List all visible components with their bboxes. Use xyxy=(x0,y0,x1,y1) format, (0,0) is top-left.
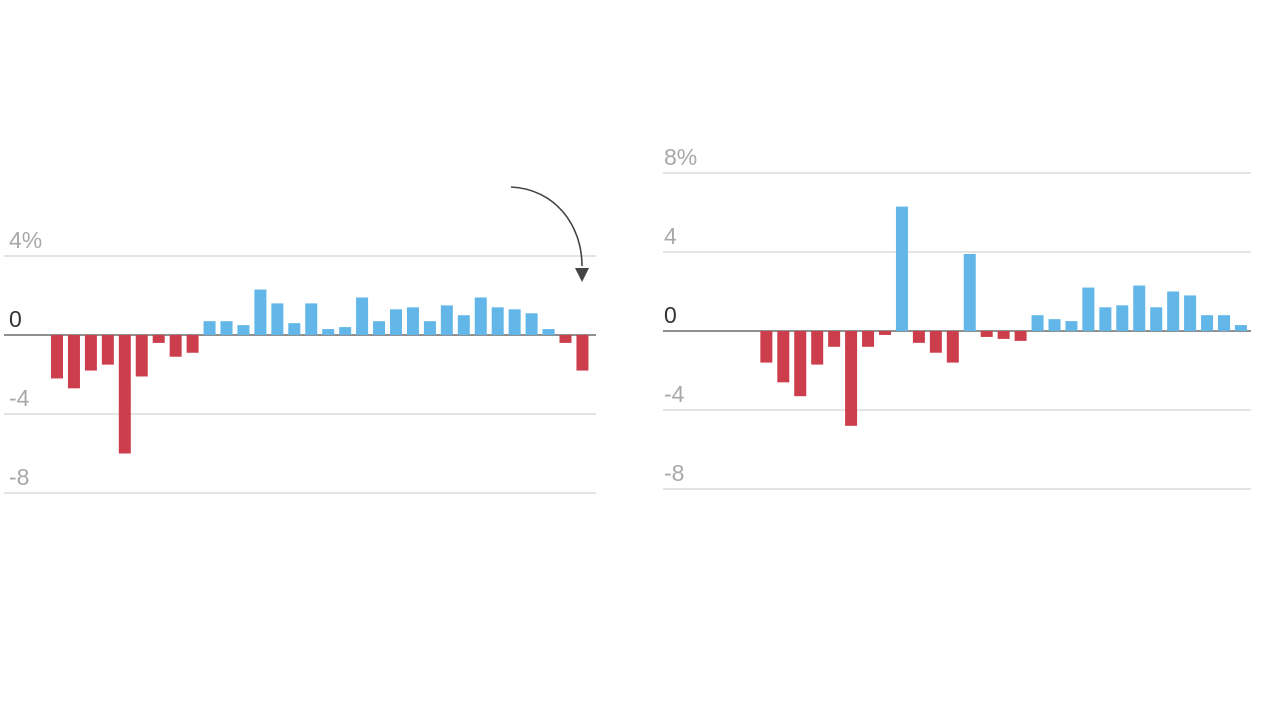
bar-positive xyxy=(1184,295,1197,331)
bar-negative xyxy=(862,331,875,347)
bar-negative xyxy=(135,335,148,377)
bar-negative xyxy=(1014,331,1027,341)
bar-negative xyxy=(912,331,925,343)
bar-positive xyxy=(525,313,538,335)
bar-negative xyxy=(559,335,572,343)
bar-positive xyxy=(220,321,233,335)
bar-negative xyxy=(777,331,790,383)
bar-positive xyxy=(237,325,250,336)
bar-positive xyxy=(356,297,369,335)
bar-positive xyxy=(203,321,216,335)
bar-negative xyxy=(169,335,182,357)
y-tick-label: -8 xyxy=(664,460,684,486)
bar-negative xyxy=(828,331,841,347)
bar-negative xyxy=(67,335,80,389)
bar-positive xyxy=(406,307,419,335)
bar-negative xyxy=(946,331,959,363)
y-tick-label: 4% xyxy=(9,227,42,253)
bar-negative xyxy=(845,331,858,426)
bar-positive xyxy=(1099,307,1112,331)
bar-negative xyxy=(101,335,114,365)
bar-positive xyxy=(508,309,521,335)
y-tick-label: -4 xyxy=(664,381,685,407)
bar-negative xyxy=(794,331,807,397)
bar-negative xyxy=(980,331,993,337)
bar-negative xyxy=(811,331,824,365)
annotation-arrow xyxy=(510,186,589,282)
y-tick-label: 4 xyxy=(664,223,677,249)
annotation-arrow-curve xyxy=(510,186,583,267)
bar-positive xyxy=(1116,305,1129,331)
bar-positive xyxy=(491,307,504,335)
bar-positive xyxy=(440,305,453,336)
bar-negative xyxy=(51,335,63,379)
bar-positive xyxy=(1065,321,1078,332)
bar-positive xyxy=(254,289,267,335)
bar-negative xyxy=(997,331,1010,339)
bar-positive xyxy=(288,323,301,335)
bar-positive xyxy=(373,321,386,335)
right-bar-chart: 8% 4 0 -4 -8 xyxy=(663,144,1251,490)
bar-positive xyxy=(1150,307,1163,331)
bar-negative xyxy=(84,335,97,371)
y-tick-label: -8 xyxy=(9,464,29,490)
bar-positive xyxy=(305,303,318,335)
bar-positive xyxy=(1133,285,1146,331)
bar-negative xyxy=(879,331,891,335)
bar-positive xyxy=(339,327,352,335)
bar-negative xyxy=(152,335,165,343)
annotation-arrow-head xyxy=(575,268,589,282)
bar-positive xyxy=(474,297,487,335)
bar-positive xyxy=(1201,315,1214,331)
bar-negative xyxy=(576,335,589,371)
bar-positive xyxy=(1031,315,1044,331)
bar-positive xyxy=(390,309,402,335)
y-tick-label: 0 xyxy=(664,302,677,328)
bar-positive xyxy=(1234,325,1247,331)
bar-positive xyxy=(1218,315,1230,331)
y-tick-label: 8% xyxy=(664,144,697,170)
bar-positive xyxy=(1082,287,1095,331)
y-tick-label: 0 xyxy=(9,306,22,332)
bar-positive xyxy=(1048,319,1061,331)
bar-positive xyxy=(542,329,555,335)
bar-positive xyxy=(895,206,908,331)
bar-positive xyxy=(457,315,470,335)
bar-positive xyxy=(1167,291,1180,331)
bar-negative xyxy=(929,331,942,353)
left-bar-chart: 4% 0 -4 -8 xyxy=(4,227,596,494)
bar-negative xyxy=(118,335,131,454)
bar-positive xyxy=(322,329,335,335)
bar-positive xyxy=(271,303,284,335)
bar-negative xyxy=(760,331,773,363)
y-tick-label: -4 xyxy=(9,385,30,411)
bar-negative xyxy=(186,335,199,353)
bar-positive xyxy=(423,321,436,335)
bar-positive xyxy=(963,253,976,331)
